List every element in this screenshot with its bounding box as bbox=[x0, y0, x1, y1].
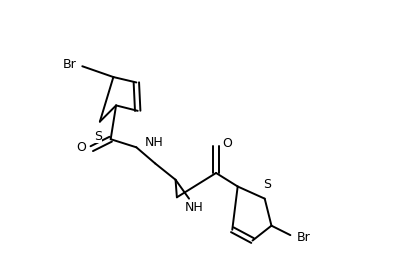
Text: NH: NH bbox=[185, 201, 204, 214]
Text: S: S bbox=[263, 178, 272, 191]
Text: NH: NH bbox=[145, 136, 163, 149]
Text: O: O bbox=[222, 137, 232, 150]
Text: Br: Br bbox=[63, 58, 76, 71]
Text: Br: Br bbox=[296, 231, 310, 244]
Text: O: O bbox=[76, 141, 86, 154]
Text: S: S bbox=[94, 130, 102, 143]
